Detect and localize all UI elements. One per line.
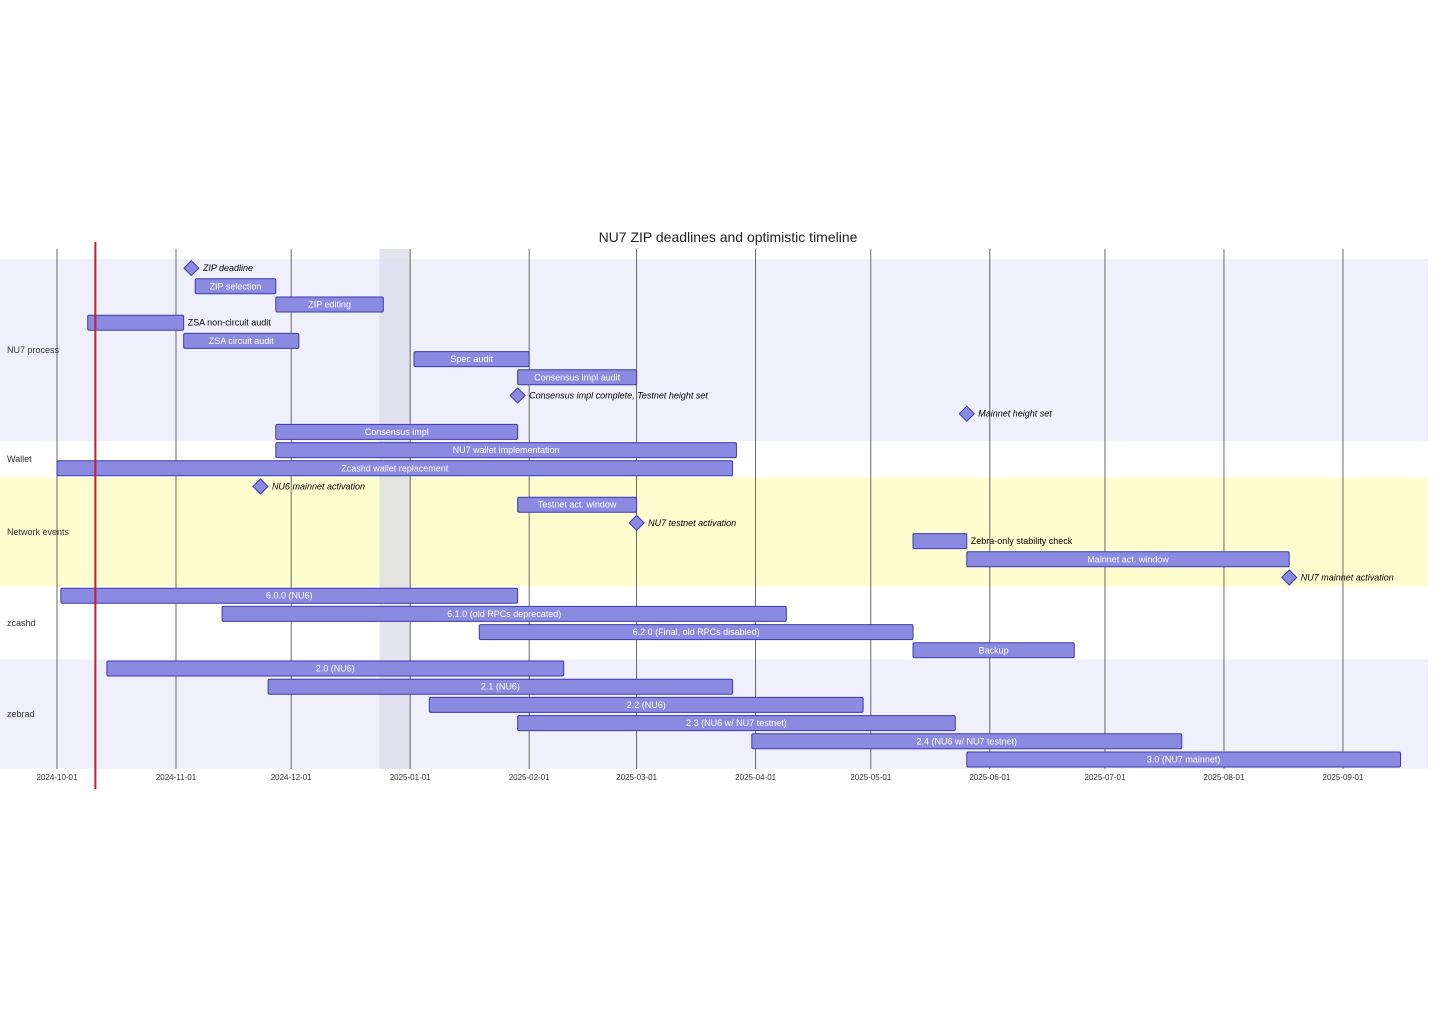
tasks: ZIP deadline ZIP selection ZIP editing ZSA …	[56, 259, 1402, 768]
section-label: Wallet	[7, 454, 32, 464]
task-bar	[106, 660, 565, 677]
tick-label: 2025-04-01	[735, 773, 776, 782]
task-label: Backup	[979, 645, 1009, 655]
milestone-marker	[509, 387, 526, 404]
task-bar	[60, 587, 519, 604]
task-label: Consensus impl	[365, 427, 429, 437]
task-bar	[194, 278, 277, 295]
task-bar	[517, 496, 638, 513]
tick-label: 2024-11-01	[156, 773, 197, 782]
tick-label: 2024-12-01	[271, 773, 312, 782]
task-bar	[413, 351, 530, 368]
task-bar	[966, 551, 1290, 568]
tick-label: 2025-08-01	[1204, 773, 1245, 782]
task-label: Spec audit	[450, 354, 493, 364]
section-label: zcashd	[7, 618, 36, 628]
task-bar	[87, 314, 185, 331]
task-label: Mainnet act. window	[1087, 554, 1169, 564]
milestone-marker	[183, 259, 200, 277]
task-label: 2.4 (NU6 w/ NU7 testnet)	[917, 736, 1018, 746]
task-bar	[912, 533, 968, 550]
task-label: 2.2 (NU6)	[627, 700, 666, 710]
tick-label: 2025-01-01	[390, 773, 431, 782]
section-backgrounds	[0, 259, 1428, 769]
task-label: ZSA circuit audit	[209, 336, 275, 346]
tick-label: 2025-06-01	[969, 773, 1010, 782]
milestone-label: NU7 mainnet activation	[1301, 573, 1394, 583]
task-label: 2.3 (NU6 w/ NU7 testnet)	[686, 718, 787, 728]
task-label: Zebra-only stability check	[971, 536, 1073, 546]
section-label: zebrad	[7, 709, 35, 719]
milestone-label: ZIP deadline	[202, 263, 253, 273]
task-label: ZIP selection	[210, 281, 262, 291]
task-label: NU7 wallet implementation	[453, 445, 560, 455]
task-bar	[275, 423, 519, 440]
milestone-label: Consensus impl complete, Testnet height …	[529, 391, 708, 401]
milestone-label: NU7 testnet activation	[648, 518, 736, 528]
task-bar	[912, 642, 1075, 659]
section-band	[0, 477, 1428, 587]
tick-label: 2025-02-01	[509, 773, 550, 782]
task-label: Zcashd wallet replacement	[341, 463, 449, 473]
section-label: Network events	[7, 527, 70, 537]
task-bar	[275, 296, 384, 313]
task-label: ZIP editing	[308, 300, 351, 310]
task-bar	[966, 751, 1402, 768]
tick-label: 2024-10-01	[37, 773, 78, 782]
task-bar	[478, 624, 914, 641]
task-bar	[267, 678, 734, 695]
task-label: 6.1.0 (old RPCs deprecated)	[447, 609, 561, 619]
task-label: 3.0 (NU7 mainnet)	[1147, 755, 1221, 765]
tick-label: 2025-05-01	[850, 773, 891, 782]
task-label: 2.1 (NU6)	[481, 682, 520, 692]
task-label: Consensus impl audit	[534, 372, 621, 382]
task-bar	[751, 733, 1183, 750]
milestone-marker	[252, 478, 269, 495]
task-bar	[517, 369, 638, 386]
task-bar	[428, 696, 864, 713]
milestone-label: Mainnet height set	[978, 409, 1052, 419]
tick-label: 2025-03-01	[616, 773, 657, 782]
milestone-marker	[628, 514, 645, 532]
chart-title: NU7 ZIP deadlines and optimistic timelin…	[599, 229, 858, 245]
milestone-label: NU6 mainnet activation	[272, 482, 365, 492]
milestone-marker	[1281, 569, 1298, 586]
section-label: NU7 process	[7, 345, 60, 355]
task-bar	[517, 715, 956, 732]
task-bar	[221, 605, 787, 622]
task-bar	[275, 442, 737, 459]
task-label: Testnet act. window	[538, 500, 617, 510]
section-labels: NU7 process Wallet Network events zcashd zeb…	[7, 345, 70, 719]
section-band	[0, 659, 1428, 769]
task-label: 6.0.0 (NU6)	[266, 591, 313, 601]
milestone-marker	[958, 405, 975, 422]
task-label: ZSA non-circuit audit	[188, 318, 272, 328]
task-label: 6.2.0 (Final, old RPCs disabled)	[633, 627, 760, 637]
tick-label: 2025-07-01	[1085, 773, 1126, 782]
task-label: 2.0 (NU6)	[316, 664, 355, 674]
task-bar	[56, 460, 734, 477]
tick-label: 2025-09-01	[1323, 773, 1364, 782]
task-bar	[183, 332, 300, 349]
x-axis-ticks: 2024-10-01 2024-11-01 2024-12-01 2025-01-01…	[37, 773, 1364, 782]
